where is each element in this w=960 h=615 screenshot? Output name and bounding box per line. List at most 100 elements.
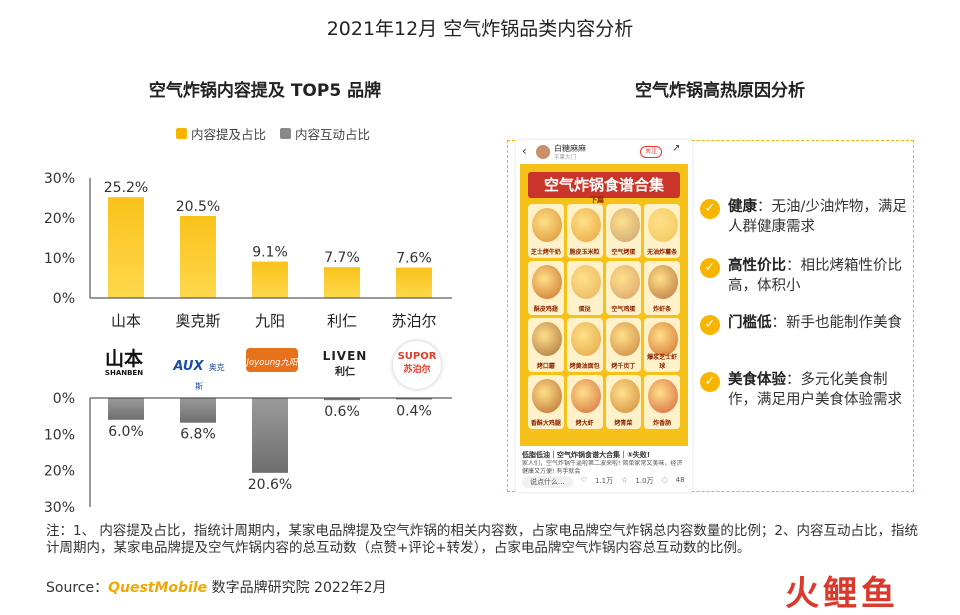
food-photo (648, 379, 679, 413)
reason-keyword: 健康 (728, 199, 757, 215)
recipe-label: 酥皮鸡翅 (533, 306, 558, 313)
follow-button[interactable]: 关注 (640, 146, 663, 158)
category-label: 利仁 (327, 312, 357, 330)
star-icon[interactable]: ☆ (621, 476, 628, 484)
food-photo (609, 265, 640, 299)
reason-item-health: ✓ 健康：无油/少油炸物，满足人群健康需求 (700, 197, 910, 237)
recipe-cell: 空气烤蛋 (605, 204, 642, 258)
poster-title: 空气炸锅食谱合集 (528, 172, 680, 198)
star-count: 1.0万 (635, 477, 654, 485)
food-photo (570, 379, 601, 413)
food-photo (570, 322, 601, 356)
joyoung-logo: Joyoung九阳 (246, 348, 298, 372)
reason-text: ：新手也能制作美食 (771, 315, 903, 331)
food-photo (570, 265, 601, 299)
mention-bar (180, 216, 216, 298)
reason-text: ：无油/少油炸物，满足人群健康需求 (728, 199, 907, 235)
liven-logo-main: LIVEN (322, 349, 368, 363)
source-brand: QuestMobile (108, 580, 208, 596)
interaction-bar (108, 398, 144, 420)
recipe-label: 爆浆芝士虾球 (647, 354, 678, 370)
mention-bar (252, 261, 288, 298)
comment-icon[interactable]: ◌ (661, 476, 668, 484)
food-photo (532, 379, 562, 413)
recipe-label: 无油炸薯条 (647, 249, 678, 256)
post-username: 白糖麻麻 (554, 144, 586, 153)
check-icon: ✓ (700, 315, 720, 335)
comment-input[interactable]: 说点什么... (522, 476, 573, 488)
post-action-bar: 说点什么... ♡ 1.1万 ☆ 1.0万 ◌ 48 (522, 476, 686, 488)
legend: 内容提及占比 内容互动占比 (176, 124, 370, 143)
interaction-bar (324, 398, 360, 401)
mention-bar-label: 25.2% (104, 180, 148, 196)
mention-bar (396, 267, 432, 298)
lower-y-tick-label: 0% (53, 391, 75, 407)
recipe-cell: 烤千页丁 (605, 318, 642, 372)
source-line: Source：QuestMobile 数字品牌研究院 2022年2月 (46, 577, 387, 597)
check-icon: ✓ (700, 372, 720, 392)
recipe-cell: 蛋挞 (566, 261, 603, 315)
aux-logo-main: AUX (173, 359, 204, 374)
reason-item-value: ✓ 高性价比：相比烤箱性价比高，体积小 (700, 256, 910, 296)
supor-logo: SUPOR 苏泊尔 (393, 341, 441, 389)
upper-y-tick-label: 20% (44, 211, 75, 227)
recipe-cell: 脆皮玉米粒 (566, 204, 603, 258)
recipe-grid: 芝士烤牛奶 脆皮玉米粒 空气烤蛋 无油炸薯条 酥皮鸡翅 蛋挞 空气鸡蛋 炸虾条 烤口蘑 烤黄油面包… (528, 204, 680, 429)
recipe-cell: 香酥大鸡腿 (528, 375, 564, 429)
recipe-cell: 烤黄油面包 (566, 318, 603, 372)
source-suffix: 数字品牌研究院 2022年2月 (207, 580, 387, 596)
legend-swatch-mention (176, 128, 187, 139)
reason-keyword: 高性价比 (728, 258, 786, 274)
upper-y-tick-label: 0% (53, 291, 75, 307)
food-photo (609, 322, 640, 356)
recipe-label: 香酥大鸡腿 (530, 420, 561, 427)
recipe-label: 炸香肠 (653, 420, 672, 427)
back-icon[interactable]: ‹ (522, 144, 527, 158)
interaction-bar-label: 20.6% (248, 477, 292, 493)
lower-y-tick-label: 10% (44, 427, 75, 443)
interaction-bar-label: 6.8% (180, 427, 216, 443)
food-photo (570, 208, 601, 242)
like-icon[interactable]: ♡ (580, 476, 587, 484)
like-count: 1.1万 (594, 477, 614, 485)
food-photo (609, 379, 640, 413)
social-post-screenshot: ‹ 白糖麻麻 平果大门 关注 ↗ 空气炸锅食谱合集 下篇 芝士烤牛奶 脆皮玉米粒空… (516, 140, 692, 492)
post-user-sub: 平果大门 (554, 155, 577, 161)
recipe-label: 空气烤蛋 (611, 249, 636, 256)
food-photo (648, 322, 679, 356)
legend-item-mention: 内容提及占比 (176, 124, 266, 143)
recipe-cell: 炸虾条 (644, 261, 680, 315)
liven-logo: LIVEN 利仁 (320, 349, 370, 378)
recipe-label: 烤青菜 (614, 420, 633, 427)
check-icon: ✓ (700, 258, 720, 278)
upper-y-tick-label: 10% (44, 251, 75, 267)
recipe-label: 空气鸡蛋 (611, 306, 636, 313)
shanben-logo-main: 山本 (104, 348, 143, 370)
aux-logo: AUX 奥克斯 (170, 355, 228, 393)
legend-item-interaction: 内容互动占比 (280, 124, 370, 143)
post-header: ‹ 白糖麻麻 平果大门 关注 ↗ (516, 140, 692, 164)
aux-logo-sub: 奥克斯 (195, 363, 225, 391)
recipe-cell: 空气鸡蛋 (605, 261, 642, 315)
recipe-label: 脆皮玉米粒 (569, 249, 600, 256)
reason-text: ：相比烤箱性价比高，体积小 (728, 258, 902, 294)
recipe-cell: 无油炸薯条 (644, 204, 680, 258)
source-prefix: Source： (46, 580, 109, 596)
category-label: 山本 (111, 312, 141, 330)
recipe-label: 烤黄油面包 (569, 363, 600, 370)
food-photo (609, 208, 640, 242)
poster-subtitle: 下篇 (590, 196, 604, 204)
recipe-label: 芝士烤牛奶 (530, 249, 561, 256)
lower-y-tick-label: 20% (44, 464, 75, 480)
share-icon[interactable]: ↗ (672, 143, 681, 154)
shanben-logo-sub: SHANBEN (104, 369, 144, 377)
category-label: 奥克斯 (175, 312, 220, 330)
interaction-bar (180, 398, 216, 423)
recipe-cell: 爆浆芝士虾球 (644, 318, 680, 372)
legend-label-mention: 内容提及占比 (191, 127, 267, 142)
upper-y-tick-label: 30% (44, 171, 75, 187)
recipe-cell: 炸香肠 (644, 375, 680, 429)
post-caption-title: 低脂低油｜空气炸锅食谱大合集｜⑤失败! (522, 451, 651, 459)
recipe-label: 炸虾条 (653, 306, 672, 313)
